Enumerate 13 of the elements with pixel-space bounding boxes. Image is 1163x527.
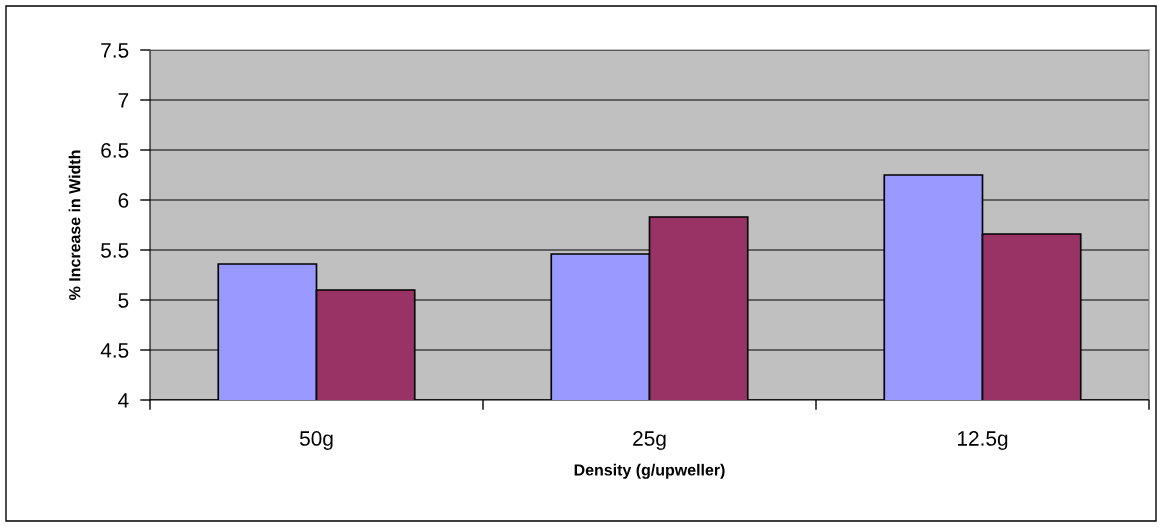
y-tick-label: 7: [118, 93, 129, 108]
y-tick-label: 4.5: [100, 343, 129, 358]
y-tick-label: 5: [118, 293, 129, 308]
x-tick-label: 50g: [299, 431, 333, 450]
y-tick-label: 6.5: [101, 143, 129, 158]
x-axis-title: Density (g/upweller): [574, 463, 725, 479]
y-tick-label: 6: [118, 193, 129, 208]
x-tick-label: 25g: [633, 431, 666, 450]
y-tick-label: 4: [118, 393, 129, 408]
y-axis-title: % Increase in Width: [68, 150, 81, 300]
y-tick-label: 7.5: [101, 43, 129, 58]
x-tick-label: 12.5g: [958, 431, 1008, 450]
y-tick-label: 5.5: [101, 243, 129, 258]
